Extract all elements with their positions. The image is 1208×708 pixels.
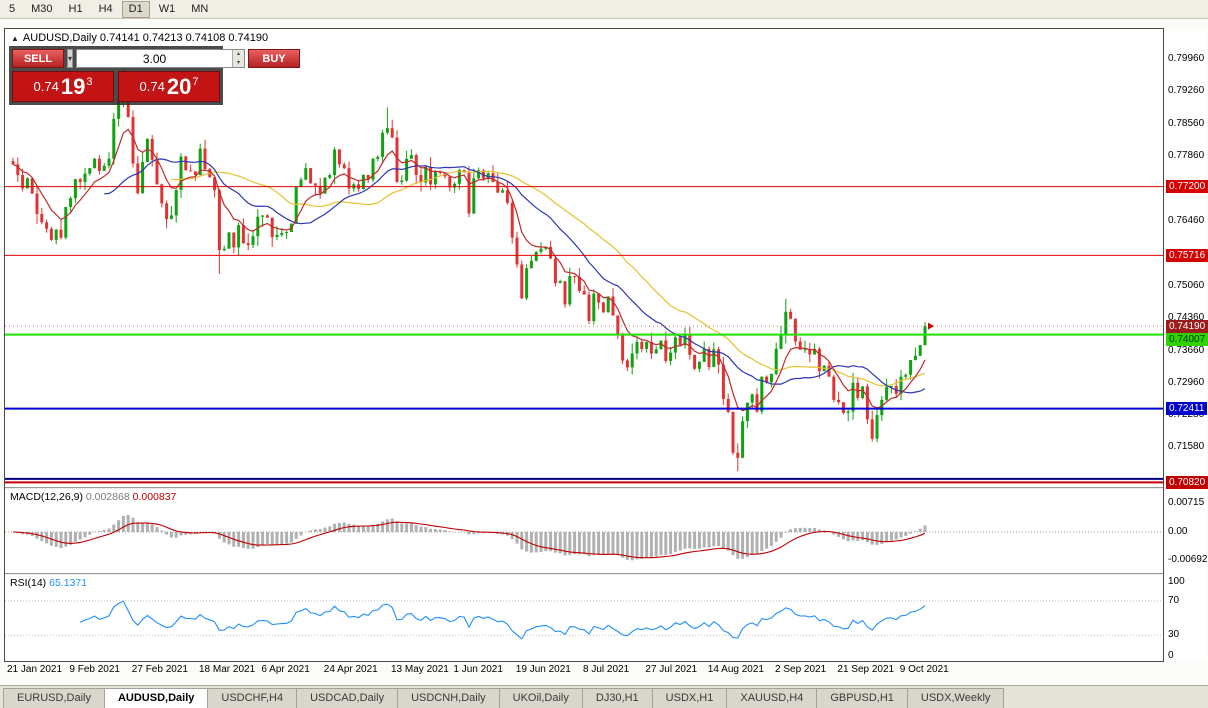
rsi-axis-label: 30: [1168, 629, 1180, 641]
price-axis-label: 0.79960: [1168, 52, 1205, 64]
time-axis[interactable]: 21 Jan 2021 9 Feb 2021 27 Feb 2021 18 Mar 2…: [4, 664, 1164, 679]
time-axis-label: 27 Jul 2021: [645, 664, 698, 675]
trade-panel-collapse-icon[interactable]: ▲: [11, 34, 19, 43]
ohlc-text: AUDUSD,Daily 0.74141 0.74213 0.74108 0.7…: [22, 32, 269, 44]
chart-tab-xauusd-h4[interactable]: XAUUSD,H4: [726, 688, 818, 708]
time-axis-label: 18 Mar 2021: [199, 664, 256, 675]
bid-price-sup: 3: [86, 75, 93, 88]
time-axis-label: 9 Feb 2021: [69, 664, 120, 675]
volume-increase-icon[interactable]: ▴: [233, 50, 245, 59]
macd-indicator-label: MACD(12,26,9) 0.002868 0.000837: [10, 491, 176, 503]
bid-price-main: 0.74: [33, 79, 59, 94]
timeframe-button-h1[interactable]: H1: [68, 2, 83, 15]
time-axis-label: 9 Oct 2021: [899, 664, 949, 675]
panel-separator[interactable]: [5, 573, 1163, 575]
chart-window[interactable]: ▲ AUDUSD,Daily 0.74141 0.74213 0.74108 0.…: [4, 28, 1164, 662]
price-axis-label: 0.71580: [1168, 441, 1205, 453]
rsi-axis-label: 100: [1168, 576, 1185, 587]
sell-price-button[interactable]: 0.74 19 3: [12, 71, 114, 102]
chart-tab-usdx-h1[interactable]: USDX,H1: [651, 688, 728, 708]
volume-decrease-icon[interactable]: ▾: [233, 58, 245, 67]
price-level-badge: 0.74190: [1166, 319, 1208, 333]
volume-input[interactable]: [77, 50, 233, 67]
rsi-panel[interactable]: [5, 575, 1163, 661]
buy-price-button[interactable]: 0.74 20 7: [118, 71, 220, 102]
macd-axis-label: 0.00: [1168, 526, 1188, 537]
timeframe-button-h4[interactable]: H4: [98, 2, 113, 15]
timeframe-button-5[interactable]: 5: [9, 2, 16, 15]
trade-panel-controls: SELL ▾ ▴ ▾ BUY: [12, 49, 301, 68]
time-axis-label: 21 Jan 2021: [7, 664, 63, 675]
time-axis-label: 8 Jul 2021: [583, 664, 630, 675]
price-axis-label: 0.79260: [1168, 85, 1205, 97]
rsi-indicator-label: RSI(14) 65.1371: [10, 577, 87, 589]
chart-tab-audusd-daily[interactable]: AUDUSD,Daily: [103, 688, 209, 708]
time-axis-label: 21 Sep 2021: [837, 664, 895, 675]
price-level-badge: 0.77200: [1166, 180, 1208, 194]
timeframe-button-w1[interactable]: W1: [158, 2, 176, 15]
ask-price-main: 0.74: [139, 79, 165, 94]
trade-panel-prices: 0.74 19 3 0.74 20 7: [12, 71, 220, 102]
price-level-badge: 0.70820: [1166, 475, 1208, 489]
price-axis-label: 0.77860: [1168, 150, 1205, 161]
time-axis-label: 24 Apr 2021: [323, 664, 378, 675]
price-level-badge: 0.74007: [1166, 332, 1208, 346]
candlestick-chart[interactable]: [5, 29, 1163, 487]
chart-ohlc-header: ▲ AUDUSD,Daily 0.74141 0.74213 0.74108 0.…: [11, 32, 268, 44]
chart-tab-dj30-h1[interactable]: DJ30,H1: [581, 688, 653, 708]
price-axis-label: 0.72960: [1168, 377, 1205, 389]
volume-field: ▴ ▾: [76, 49, 246, 68]
chart-tab-usdcnh-daily[interactable]: USDCNH,Daily: [397, 688, 500, 708]
chart-tab-usdcad-daily[interactable]: USDCAD,Daily: [296, 688, 399, 708]
ask-price-big: 20: [166, 73, 192, 99]
rsi-axis-label: 0: [1168, 650, 1174, 661]
time-axis-label: 13 May 2021: [391, 664, 449, 675]
price-axis[interactable]: 0.79960 0.79260 0.78560 0.77860 0.76460 0.750…: [1166, 29, 1208, 661]
timeframe-button-mn[interactable]: MN: [191, 2, 209, 15]
rsi-name: RSI(14): [10, 577, 47, 589]
buy-button[interactable]: BUY: [248, 49, 301, 68]
rsi-value: 65.1371: [49, 577, 88, 589]
time-axis-label: 19 Jun 2021: [515, 664, 571, 675]
chart-tab-gbpusd-h1[interactable]: GBPUSD,H1: [816, 688, 908, 708]
price-level-badge: 0.75716: [1166, 248, 1208, 262]
price-level-badge: 0.72411: [1166, 402, 1208, 416]
time-axis-label: 27 Feb 2021: [131, 664, 188, 675]
ask-price-sup: 7: [192, 75, 199, 88]
time-axis-label: 14 Aug 2021: [707, 664, 764, 675]
macd-value: 0.002868: [85, 491, 130, 503]
time-axis-label: 2 Sep 2021: [775, 664, 827, 675]
chart-tab-usdx-weekly[interactable]: USDX,Weekly: [906, 688, 1005, 708]
sell-button[interactable]: SELL: [12, 49, 64, 68]
chart-tab-usdchf-h4[interactable]: USDCHF,H4: [207, 688, 298, 708]
price-axis-label: 0.74360: [1168, 312, 1205, 324]
price-axis-label: 0.76460: [1168, 214, 1205, 226]
panel-separator[interactable]: [5, 487, 1163, 489]
price-axis-label: 0.78560: [1168, 117, 1205, 129]
volume-stepper: ▴ ▾: [232, 50, 245, 67]
chart-tab-ukoil-daily[interactable]: UKOil,Daily: [498, 688, 583, 708]
macd-panel[interactable]: [5, 489, 1163, 573]
price-axis-label: 0.75060: [1168, 279, 1205, 291]
chart-tab-bar: EURUSD,Daily AUDUSD,Daily USDCHF,H4 USDCAD,…: [0, 685, 1208, 708]
timeframe-button-m30[interactable]: M30: [31, 2, 53, 15]
timeframe-button-d1[interactable]: D1: [121, 0, 150, 18]
rsi-axis-label: 70: [1168, 594, 1180, 606]
macd-axis-label: -0.00692: [1168, 554, 1208, 566]
time-axis-label: 6 Apr 2021: [261, 664, 310, 675]
macd-name: MACD(12,26,9): [10, 491, 83, 503]
price-axis-label: 0.73660: [1168, 344, 1205, 356]
chart-tab-eurusd-daily[interactable]: EURUSD,Daily: [3, 688, 105, 708]
bid-price-big: 19: [60, 73, 86, 99]
macd-signal-value: 0.000837: [132, 491, 177, 503]
volume-dropdown-icon[interactable]: ▾: [67, 49, 74, 68]
macd-axis-label: 0.00715: [1168, 496, 1205, 508]
time-axis-label: 1 Jun 2021: [453, 664, 503, 675]
timeframe-toolbar: 5 M30 H1 H4 D1 W1 MN: [0, 0, 1208, 19]
